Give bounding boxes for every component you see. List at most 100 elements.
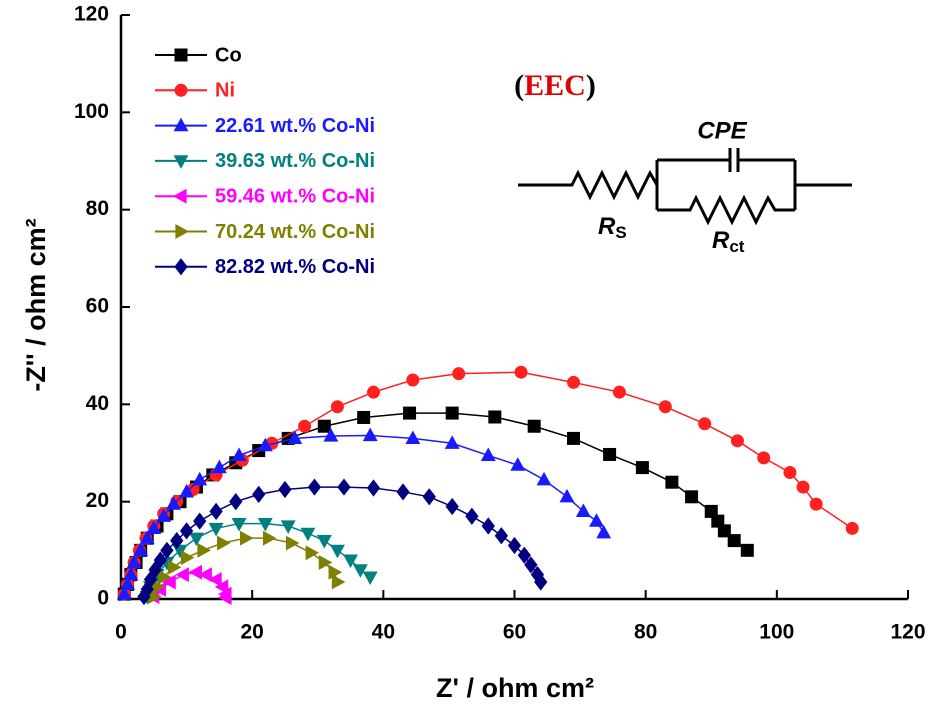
marker [160, 541, 174, 559]
marker [559, 488, 575, 503]
marker [481, 517, 495, 535]
series [148, 530, 346, 605]
marker [517, 546, 531, 564]
series-line [123, 371, 853, 595]
rs-sub: S [615, 223, 626, 242]
y-tick-label: 40 [86, 392, 109, 415]
series-line [123, 412, 748, 595]
marker [126, 554, 142, 569]
eec-text: EEC [524, 69, 586, 102]
marker [166, 496, 181, 510]
x-tick-label: 0 [115, 621, 127, 644]
marker [214, 579, 229, 595]
marker [612, 385, 626, 399]
marker [257, 437, 273, 452]
marker [231, 447, 247, 462]
marker [575, 503, 591, 517]
marker [153, 551, 167, 569]
legend-label: 82.82 wt.% Co-Ni [215, 256, 375, 278]
marker [352, 564, 368, 578]
marker [188, 532, 204, 547]
marker [452, 367, 466, 381]
marker [362, 571, 378, 586]
y-tick-label: 0 [97, 587, 109, 610]
marker [133, 542, 149, 556]
marker [704, 504, 718, 518]
marker [262, 530, 277, 546]
marker [211, 459, 227, 474]
circuit-rct [657, 194, 795, 226]
marker [116, 586, 132, 600]
circuit-rs [518, 169, 659, 201]
marker [527, 419, 541, 433]
marker [209, 502, 223, 521]
marker [217, 590, 232, 605]
marker [123, 566, 139, 581]
y-tick-label: 60 [86, 295, 109, 318]
marker [170, 531, 184, 550]
legend-label: 70.24 wt.% Co-Ni [215, 221, 375, 243]
marker [229, 493, 243, 511]
marker [285, 535, 300, 551]
marker [534, 573, 548, 591]
legend-marker [174, 258, 188, 276]
y-axis-label: -Z'' / ohm cm² [21, 218, 51, 391]
rct-main: R [712, 227, 730, 254]
series-line [143, 486, 542, 597]
marker [514, 365, 528, 379]
marker [403, 406, 417, 420]
marker [396, 483, 410, 501]
marker [298, 419, 312, 433]
marker [698, 417, 712, 431]
marker [444, 435, 460, 449]
marker [162, 574, 176, 590]
legend-label: Ni [215, 80, 235, 102]
x-tick-label: 80 [634, 621, 657, 644]
marker [316, 535, 332, 549]
marker [524, 556, 538, 574]
marker [231, 517, 247, 532]
marker [120, 576, 136, 590]
legend-label: Co [215, 44, 242, 66]
marker [796, 480, 810, 494]
marker [536, 471, 552, 486]
marker [167, 559, 182, 575]
series [117, 365, 859, 601]
marker [685, 490, 699, 504]
marker [357, 410, 371, 424]
marker [783, 465, 797, 479]
marker [307, 478, 322, 496]
rct-sub: ct [729, 237, 744, 256]
series [116, 427, 612, 600]
marker [366, 479, 381, 497]
marker [603, 447, 617, 461]
y-tick-label: 100 [74, 100, 109, 123]
marker [717, 524, 731, 538]
series [117, 406, 754, 601]
marker [257, 517, 273, 532]
marker [567, 375, 581, 389]
marker [192, 471, 208, 486]
marker [445, 406, 459, 420]
marker [465, 507, 479, 525]
marker [317, 419, 331, 433]
marker [366, 385, 380, 399]
marker [175, 567, 189, 583]
series [137, 478, 548, 606]
y-tick-label: 120 [74, 3, 109, 26]
legend-marker [174, 83, 188, 97]
marker [252, 485, 266, 503]
marker [596, 524, 612, 539]
eec-label: (EEC) [514, 69, 596, 102]
x-tick-label: 60 [503, 621, 526, 644]
marker [146, 520, 162, 535]
x-tick-label: 20 [240, 621, 263, 644]
legend-marker [175, 224, 189, 239]
rct-label: Rct [712, 227, 745, 256]
marker [362, 427, 378, 442]
marker [331, 574, 346, 590]
marker [188, 564, 203, 580]
x-tick-label: 100 [759, 621, 794, 644]
marker [158, 569, 172, 585]
marker [278, 480, 292, 499]
